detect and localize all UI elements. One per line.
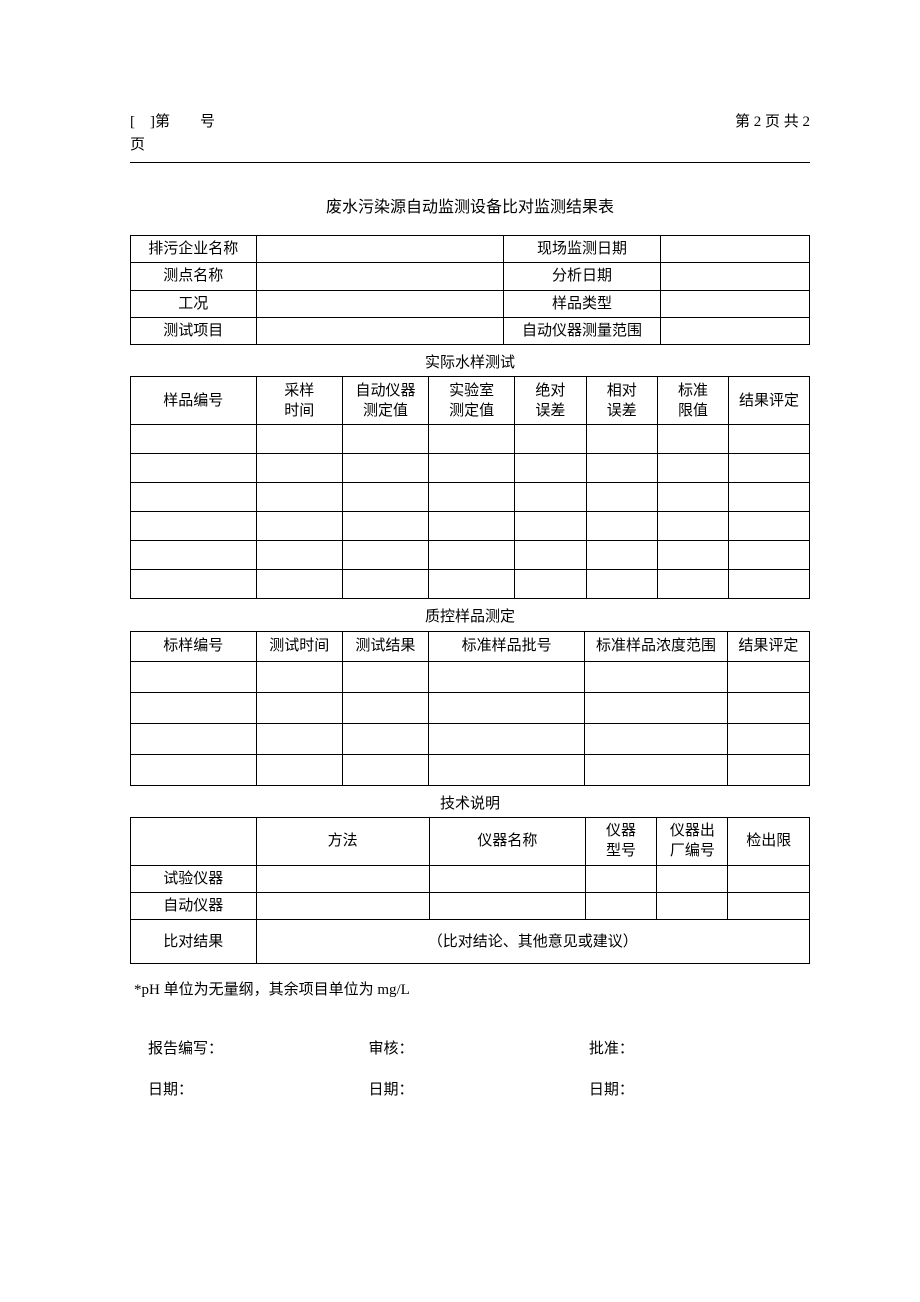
row-label: 试验仪器 xyxy=(131,865,257,892)
table-row xyxy=(131,541,810,570)
col-header: 标准限值 xyxy=(657,377,728,425)
col-header xyxy=(131,817,257,865)
col-header: 标样编号 xyxy=(131,631,257,661)
sample-test-table: 实际水样测试 样品编号 采样时间 自动仪器测定值 实验室测定值 绝对误差 相对误… xyxy=(130,345,810,599)
info-value xyxy=(660,236,809,263)
sig-date-label: 日期： xyxy=(148,1078,368,1099)
col-header: 仪器名称 xyxy=(429,817,585,865)
table-row xyxy=(131,723,810,754)
col-header: 样品编号 xyxy=(131,377,257,425)
table-row xyxy=(131,483,810,512)
info-value xyxy=(256,317,504,344)
document-title: 废水污染源自动监测设备比对监测结果表 xyxy=(130,193,810,217)
col-header: 检出限 xyxy=(728,817,810,865)
info-value xyxy=(660,290,809,317)
tech-table: 技术说明 方法 仪器名称 仪器型号 仪器出厂编号 检出限 试验仪器 自动仪器 比… xyxy=(130,786,810,965)
table-row: 试验仪器 xyxy=(131,865,810,892)
table-row xyxy=(131,425,810,454)
table-row xyxy=(131,570,810,599)
info-value xyxy=(256,236,504,263)
col-header: 自动仪器测定值 xyxy=(342,377,428,425)
signature-block: 报告编写： 审核： 批准： 日期： 日期： 日期： xyxy=(130,1037,810,1099)
info-label: 测试项目 xyxy=(131,317,257,344)
info-value xyxy=(256,290,504,317)
page-suffix: 页 xyxy=(130,133,810,154)
doc-number: [ ]第 号 xyxy=(130,110,215,131)
col-header: 相对误差 xyxy=(586,377,657,425)
table-row xyxy=(131,454,810,483)
col-header: 测试时间 xyxy=(256,631,342,661)
result-row: 比对结果 （比对结论、其他意见或建议） xyxy=(131,920,810,964)
info-table: 排污企业名称 现场监测日期 测点名称 分析日期 工况 样品类型 测试项目 自动仪… xyxy=(130,235,810,345)
section-title: 质控样品测定 xyxy=(131,599,810,631)
section-title: 实际水样测试 xyxy=(131,345,810,377)
info-label: 测点名称 xyxy=(131,263,257,290)
col-header: 仪器出厂编号 xyxy=(657,817,728,865)
qc-table: 质控样品测定 标样编号 测试时间 测试结果 标准样品批号 标准样品浓度范围 结果… xyxy=(130,599,810,785)
sig-approve-label: 批准： xyxy=(589,1037,809,1058)
info-label: 排污企业名称 xyxy=(131,236,257,263)
col-header: 测试结果 xyxy=(342,631,428,661)
sig-review-label: 审核： xyxy=(368,1037,588,1058)
col-header: 仪器型号 xyxy=(585,817,656,865)
row-label: 比对结果 xyxy=(131,920,257,964)
sig-writer-label: 报告编写： xyxy=(148,1037,368,1058)
info-value xyxy=(256,263,504,290)
col-header: 结果评定 xyxy=(727,631,809,661)
col-header: 方法 xyxy=(256,817,429,865)
section-title: 技术说明 xyxy=(131,786,810,818)
col-header: 结果评定 xyxy=(729,377,810,425)
table-row xyxy=(131,512,810,541)
info-value xyxy=(660,263,809,290)
col-header: 标准样品批号 xyxy=(429,631,585,661)
table-row xyxy=(131,692,810,723)
result-value: （比对结论、其他意见或建议） xyxy=(256,920,809,964)
footnote: *pH 单位为无量纲，其余项目单位为 mg/L xyxy=(130,978,810,999)
info-label: 自动仪器测量范围 xyxy=(504,317,660,344)
info-label: 现场监测日期 xyxy=(504,236,660,263)
col-header: 绝对误差 xyxy=(515,377,586,425)
col-header: 标准样品浓度范围 xyxy=(585,631,728,661)
table-row: 自动仪器 xyxy=(131,893,810,920)
sig-date-label: 日期： xyxy=(368,1078,588,1099)
info-label: 工况 xyxy=(131,290,257,317)
table-row xyxy=(131,754,810,785)
header-rule xyxy=(130,162,810,163)
sig-date-label: 日期： xyxy=(589,1078,809,1099)
info-value xyxy=(660,317,809,344)
row-label: 自动仪器 xyxy=(131,893,257,920)
page-info: 第 2 页 共 2 xyxy=(735,110,810,131)
info-label: 分析日期 xyxy=(504,263,660,290)
col-header: 采样时间 xyxy=(256,377,342,425)
col-header: 实验室测定值 xyxy=(429,377,515,425)
table-row xyxy=(131,661,810,692)
info-label: 样品类型 xyxy=(504,290,660,317)
